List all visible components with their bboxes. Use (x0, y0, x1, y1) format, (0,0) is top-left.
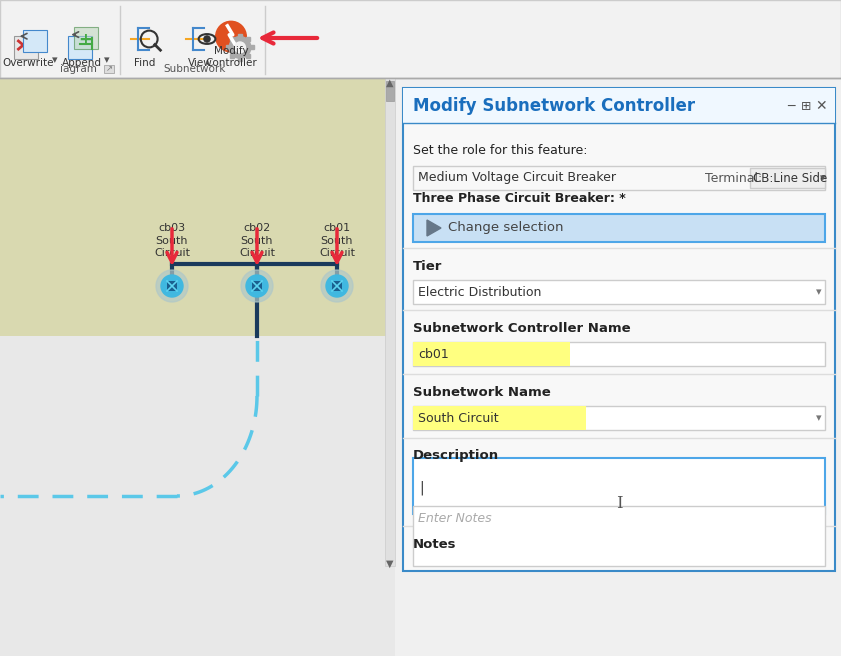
Bar (246, 54, 251, 58)
Text: Modify
Controller: Modify Controller (205, 47, 257, 68)
Text: Tier: Tier (413, 260, 442, 272)
Text: I: I (616, 495, 622, 512)
Bar (0, 78, 395, 656)
Text: Enter Notes: Enter Notes (418, 512, 492, 525)
Bar (385, 78, 395, 566)
Bar (413, 458, 825, 514)
Text: ▼: ▼ (386, 559, 394, 569)
Circle shape (235, 42, 246, 52)
Text: Overwrite: Overwrite (3, 58, 54, 68)
Text: cb03
South
Circuit: cb03 South Circuit (154, 223, 190, 258)
Bar (74, 27, 98, 49)
Circle shape (326, 275, 348, 297)
Text: Subnetwork Name: Subnetwork Name (413, 386, 551, 398)
Bar (67, 36, 92, 58)
Text: |: | (419, 481, 424, 495)
Bar (167, 281, 177, 291)
Bar (250, 45, 254, 49)
Bar (413, 342, 825, 366)
Bar (0, 0, 841, 78)
Bar (13, 36, 38, 58)
Text: iagram: iagram (60, 64, 97, 74)
Text: ▾: ▾ (104, 55, 110, 65)
Text: Subnetwork Controller Name: Subnetwork Controller Name (413, 321, 631, 335)
Text: ▾: ▾ (52, 55, 58, 65)
Text: ↗: ↗ (105, 64, 113, 73)
Circle shape (161, 275, 183, 297)
Circle shape (215, 21, 246, 52)
Text: ▾: ▾ (816, 413, 822, 423)
Text: Terminal:: Terminal: (705, 171, 762, 184)
Circle shape (321, 270, 353, 302)
Text: cb02
South
Circuit: cb02 South Circuit (239, 223, 275, 258)
Bar (332, 281, 342, 291)
Text: Find: Find (135, 58, 156, 68)
Text: ─: ─ (787, 100, 795, 112)
Text: CB:Line Side: CB:Line Side (753, 171, 828, 184)
Bar (403, 88, 835, 123)
Text: cb01: cb01 (418, 348, 449, 361)
Bar (413, 166, 825, 190)
Circle shape (230, 37, 251, 58)
Text: ▲: ▲ (386, 78, 394, 88)
Bar (238, 57, 242, 61)
Text: Set the role for this feature:: Set the role for this feature: (413, 144, 588, 157)
Text: Append: Append (62, 58, 102, 68)
Bar (104, 65, 114, 73)
Circle shape (204, 36, 210, 42)
Text: Notes: Notes (413, 537, 457, 550)
Text: Change selection: Change selection (448, 222, 563, 234)
Bar (0, 78, 395, 336)
Circle shape (156, 270, 188, 302)
Text: View: View (188, 58, 213, 68)
Bar (413, 280, 825, 304)
Text: ⊞: ⊞ (801, 100, 811, 112)
Bar (238, 33, 242, 37)
Bar (750, 168, 825, 188)
Text: ▾: ▾ (816, 287, 822, 297)
Bar (246, 37, 251, 41)
Text: cb01
South
Circuit: cb01 South Circuit (319, 223, 355, 258)
Text: ▾: ▾ (820, 173, 826, 183)
Text: Modify Subnetwork Controller: Modify Subnetwork Controller (413, 97, 696, 115)
Text: Description: Description (413, 449, 499, 462)
Bar (403, 88, 835, 571)
Circle shape (246, 275, 268, 297)
Bar (413, 406, 586, 430)
Bar (230, 37, 234, 41)
Bar (413, 214, 825, 242)
Bar (24, 30, 47, 52)
Bar (226, 45, 230, 49)
Text: Three Phase Circuit Breaker: *: Three Phase Circuit Breaker: * (413, 192, 626, 205)
Bar (230, 54, 234, 58)
Text: Electric Distribution: Electric Distribution (418, 285, 542, 298)
Bar (413, 406, 825, 430)
Text: South Circuit: South Circuit (418, 411, 499, 424)
Text: Medium Voltage Circuit Breaker: Medium Voltage Circuit Breaker (418, 171, 616, 184)
Text: Subnetwork: Subnetwork (164, 64, 226, 74)
Bar (386, 81, 394, 101)
Text: ✕: ✕ (816, 99, 827, 113)
Bar (413, 506, 825, 566)
Polygon shape (427, 220, 441, 236)
Circle shape (241, 270, 273, 302)
Bar (252, 281, 262, 291)
Bar (413, 342, 569, 366)
Text: +: + (78, 31, 93, 49)
